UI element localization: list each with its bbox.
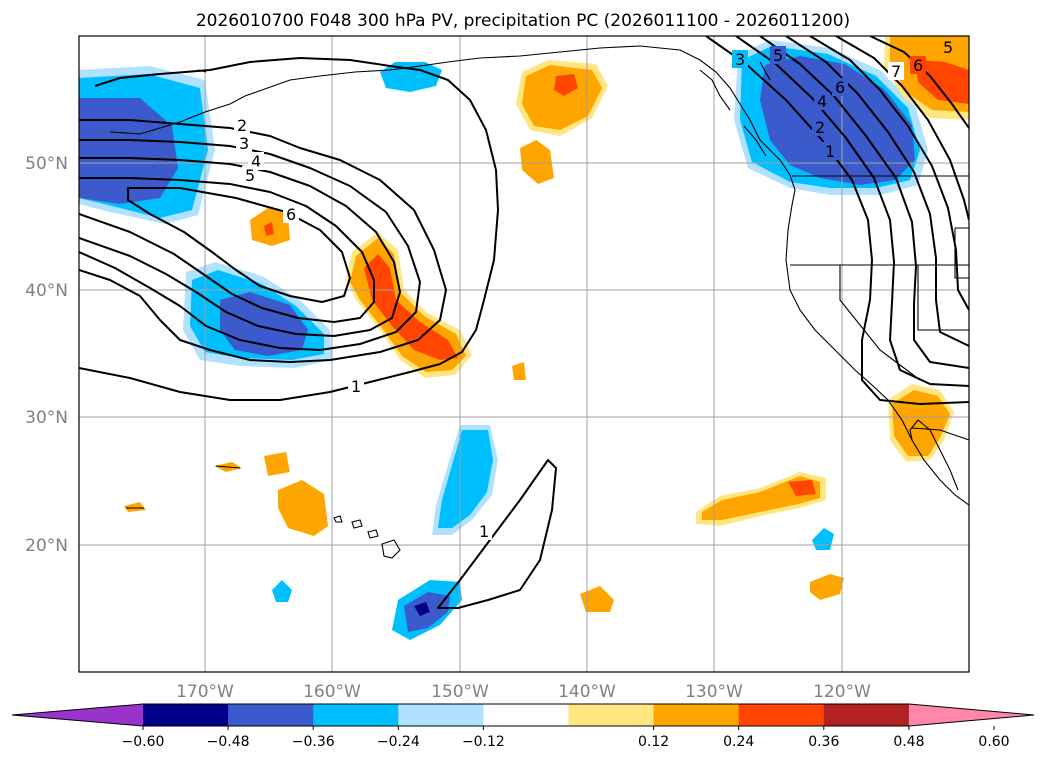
contour-line-east-7 xyxy=(869,36,969,129)
colorbar-label: 0.12 xyxy=(638,734,669,750)
contour-line-1-west xyxy=(79,57,499,401)
lat-label-40n: 40°N xyxy=(25,281,68,301)
island-hawaii-big xyxy=(381,539,401,559)
contour-labels: 1 1 2 3 4 5 6 1 2 3 4 5 6 7 xyxy=(234,38,956,541)
pos-area-north-strong xyxy=(554,74,578,96)
contour-line-6-west xyxy=(127,187,351,303)
contour-line-east-3 xyxy=(759,36,969,369)
colorbar-label: −0.12 xyxy=(462,734,505,750)
contour-label-5-west: 5 xyxy=(245,166,255,185)
lat-label-20n: 20°N xyxy=(25,536,68,556)
contour-label-1-subtropical: 1 xyxy=(479,522,489,541)
map-panel: 1 1 2 3 4 5 6 1 2 3 4 5 6 7 xyxy=(79,36,969,672)
colorbar-swatch xyxy=(738,704,825,726)
pos-area-north-mid xyxy=(522,65,602,130)
colorbar: −0.60 −0.48 −0.36 −0.24 −0.12 0.12 0.24 0.36 0.4… xyxy=(11,703,1035,750)
colorbar-label: 0.60 xyxy=(978,734,1009,750)
negative-precip-areas xyxy=(79,40,928,640)
contour-line-east-1 xyxy=(705,36,969,405)
neg-area-subtropical-mid xyxy=(438,430,493,528)
contour-label-7-east: 7 xyxy=(891,62,901,81)
contour-line-east-2 xyxy=(735,36,969,387)
lon-label-160w: 160°W xyxy=(303,682,361,702)
island-oahu xyxy=(351,519,363,529)
contour-line-east-5 xyxy=(809,36,969,311)
contour-line-5-west xyxy=(79,177,375,323)
pos-area-small-1 xyxy=(278,480,328,536)
map-frame xyxy=(78,35,970,673)
colorbar-swatch xyxy=(143,704,229,726)
border-states-3 xyxy=(917,265,969,331)
pos-area-frontal-strong xyxy=(364,254,458,360)
pos-area-small-7 xyxy=(810,574,844,600)
pos-area-small-5 xyxy=(512,362,526,380)
contour-label-5-northeast: 5 xyxy=(943,38,953,57)
neg-area-tiny-1 xyxy=(272,580,292,602)
colorbar-label: 0.24 xyxy=(723,734,754,750)
colorbar-swatch xyxy=(653,704,740,726)
island-maui xyxy=(367,529,379,539)
lon-label-150w: 150°W xyxy=(431,682,489,702)
contour-label-5-east: 5 xyxy=(773,46,783,65)
colorbar-swatch xyxy=(483,704,569,726)
contour-label-3-east: 3 xyxy=(735,50,745,69)
contour-label-6-east: 6 xyxy=(835,78,845,97)
colorbar-label: 0.48 xyxy=(893,734,924,750)
contour-label-2-west: 2 xyxy=(237,116,247,135)
contour-label-4-east: 4 xyxy=(817,92,827,111)
coast-north-america xyxy=(739,103,969,506)
colorbar-label: 0.36 xyxy=(808,734,839,750)
lon-label-130w: 130°W xyxy=(685,682,743,702)
contour-label-2-east: 2 xyxy=(815,118,825,137)
colorbar-label: −0.36 xyxy=(292,734,335,750)
colorbar-swatch xyxy=(823,704,910,726)
pos-area-subtropical-band-mid xyxy=(702,476,820,520)
contour-label-6-west: 6 xyxy=(286,205,296,224)
colorbar-swatch xyxy=(313,704,399,726)
pos-area-small-4 xyxy=(124,502,146,512)
colorbar-swatch xyxy=(228,704,314,726)
border-us-mexico xyxy=(911,427,969,441)
colorbar-extend-low xyxy=(12,704,143,726)
pos-area-west-small-strong xyxy=(264,222,274,236)
island-kauai xyxy=(333,515,343,523)
neg-area-south-max xyxy=(414,602,430,616)
longitude-labels: 170°W 160°W 150°W 140°W 130°W 120°W xyxy=(176,682,871,702)
coast-bc-islands xyxy=(699,61,771,157)
contour-line-2-west xyxy=(79,119,447,363)
colorbar-label: −0.48 xyxy=(207,734,250,750)
contour-line-4-west xyxy=(79,157,401,337)
colorbar-swatch xyxy=(398,704,484,726)
positive-precip-areas xyxy=(124,36,969,612)
lon-label-170w: 170°W xyxy=(176,682,234,702)
pos-area-subtropical-band-strong xyxy=(788,480,816,496)
pos-area-north-2 xyxy=(520,140,554,184)
lat-label-50n: 50°N xyxy=(25,154,68,174)
contour-label-4-west: 4 xyxy=(251,152,261,171)
contour-line-1-subtropical xyxy=(437,459,557,609)
contour-label-1-east: 1 xyxy=(825,142,835,161)
pos-area-small-2 xyxy=(264,452,290,476)
contour-label-3-west: 3 xyxy=(239,134,249,153)
lon-label-140w: 140°W xyxy=(558,682,616,702)
figure-title: 2026010700 F048 300 hPa PV, precipitatio… xyxy=(196,11,850,31)
pos-area-small-6 xyxy=(580,586,614,612)
colorbar-extend-high xyxy=(908,704,1034,726)
contour-label-1-west: 1 xyxy=(351,377,361,396)
colorbar-swatch xyxy=(568,704,655,726)
colorbar-label: −0.60 xyxy=(122,734,165,750)
contour-line-east-6 xyxy=(835,36,969,221)
island-misc-1 xyxy=(215,465,241,469)
lat-label-30n: 30°N xyxy=(25,408,68,428)
colorbar-label: −0.24 xyxy=(377,734,420,750)
coast-baja xyxy=(909,419,959,491)
lon-label-120w: 120°W xyxy=(813,682,871,702)
border-states-2 xyxy=(839,265,921,381)
neg-area-pnw-strong xyxy=(760,56,915,185)
latitude-labels: 20°N 30°N 40°N 50°N xyxy=(25,154,68,556)
pos-area-northeast-strong xyxy=(915,60,969,104)
contour-label-6-northeast: 6 xyxy=(913,56,923,75)
